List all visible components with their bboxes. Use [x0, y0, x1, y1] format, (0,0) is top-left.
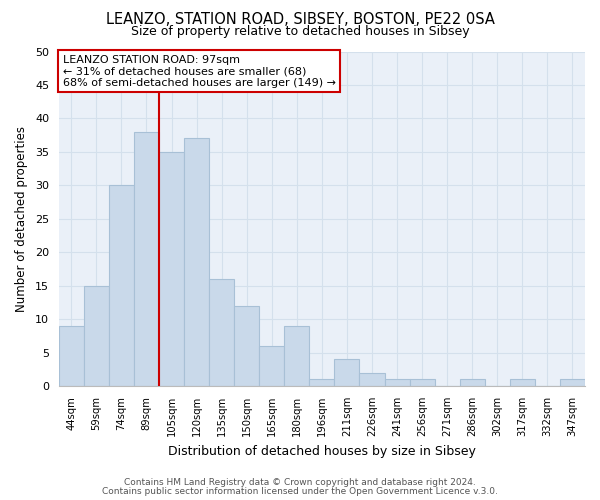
Bar	[334, 360, 359, 386]
Bar	[159, 152, 184, 386]
X-axis label: Distribution of detached houses by size in Sibsey: Distribution of detached houses by size …	[168, 444, 476, 458]
Text: LEANZO STATION ROAD: 97sqm
← 31% of detached houses are smaller (68)
68% of semi: LEANZO STATION ROAD: 97sqm ← 31% of deta…	[62, 55, 335, 88]
Bar	[209, 279, 234, 386]
Bar	[385, 380, 410, 386]
Bar	[259, 346, 284, 386]
Bar	[134, 132, 159, 386]
Bar	[59, 326, 84, 386]
Bar	[234, 306, 259, 386]
Text: Contains public sector information licensed under the Open Government Licence v.: Contains public sector information licen…	[102, 487, 498, 496]
Bar	[359, 372, 385, 386]
Bar	[284, 326, 310, 386]
Bar	[310, 380, 334, 386]
Text: LEANZO, STATION ROAD, SIBSEY, BOSTON, PE22 0SA: LEANZO, STATION ROAD, SIBSEY, BOSTON, PE…	[106, 12, 494, 28]
Bar	[109, 186, 134, 386]
Y-axis label: Number of detached properties: Number of detached properties	[15, 126, 28, 312]
Bar	[184, 138, 209, 386]
Bar	[460, 380, 485, 386]
Text: Size of property relative to detached houses in Sibsey: Size of property relative to detached ho…	[131, 25, 469, 38]
Bar	[510, 380, 535, 386]
Bar	[84, 286, 109, 386]
Bar	[410, 380, 434, 386]
Bar	[560, 380, 585, 386]
Text: Contains HM Land Registry data © Crown copyright and database right 2024.: Contains HM Land Registry data © Crown c…	[124, 478, 476, 487]
